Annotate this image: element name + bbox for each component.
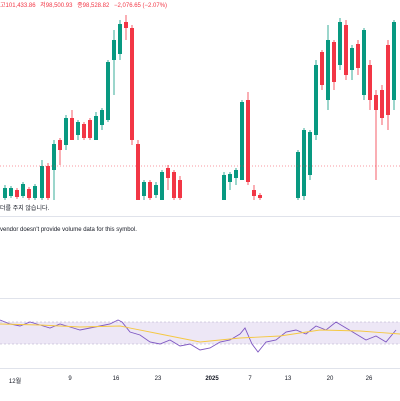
candle-body [76,122,80,135]
candle-body [368,65,372,100]
candle-body [392,22,396,100]
candle-body [380,90,384,118]
candle-body [88,120,92,138]
candle-body [70,118,74,140]
candle-body [118,24,122,54]
time-tick: 13 [284,376,292,382]
candle-body [356,44,360,68]
time-tick: 20 [326,376,334,382]
candle-body [33,186,37,198]
ohlc-high: 고101,433.86 [0,3,36,9]
candle-body [9,188,13,196]
candle-body [100,110,104,125]
candle-body [234,170,238,178]
candle-body [130,28,134,140]
candle-body [332,42,336,82]
candle-body [94,116,98,140]
time-tick: 26 [365,376,373,382]
candle-body [314,65,318,135]
candle-body [386,45,390,115]
candle-body [302,130,306,196]
candle-body [246,100,250,182]
candle-body [52,144,56,170]
rsi-chart[interactable] [0,300,400,368]
candle-body [374,95,378,110]
candle-body [106,62,110,120]
candle-body [252,190,256,196]
candle-body [258,195,262,198]
candle-body [308,132,312,175]
candle-body [3,188,7,198]
time-tick: 7 [248,376,252,382]
rsi-band [0,322,400,344]
candle-body [350,48,354,70]
candle-body [46,166,50,198]
candle-body [338,22,342,65]
candle-body [112,40,116,60]
rsi-moving-average-line [0,323,400,343]
ohlc-change: −2,076.65 (−2.07%) [114,3,168,9]
candle-body [344,25,348,75]
candle-body [40,166,44,198]
candle-body [160,172,164,200]
pane-separator[interactable] [0,216,400,217]
candle-body [222,175,226,200]
candle-body [296,152,300,198]
candle-body [148,182,152,198]
ohlc-low: 저98,500.93 [40,3,73,9]
candle-body [136,144,140,200]
time-tick: 16 [112,376,120,382]
candle-body [320,52,324,85]
ohlc-close: 종98,528.82 [77,3,110,9]
candle-body [166,168,170,178]
candle-body [362,30,366,95]
candle-body [172,172,176,198]
candle-body [240,102,244,180]
pane-separator[interactable] [0,298,400,299]
rsi-indicator-pane[interactable] [0,300,400,368]
time-tick: 23 [154,376,162,382]
time-axis[interactable]: 12월 9 16 23 2025 7 13 20 26 [0,368,400,401]
candle-body [228,174,232,182]
candle-body [15,190,19,197]
time-tick: 9 [68,376,72,382]
no-data-message: 더를 주지 않습니다. [0,206,50,212]
candle-body [142,182,146,196]
candle-body [124,22,128,28]
volume-unavailable-message: vendor doesn't provide volume data for t… [0,227,137,233]
price-chart-pane[interactable]: 고101,433.86 저98,500.93 종98,528.82 −2,076… [0,0,400,215]
candle-body [58,140,62,150]
candle-body [64,118,68,145]
ohlc-legend: 고101,433.86 저98,500.93 종98,528.82 −2,076… [0,0,170,14]
candle-body [27,189,31,198]
candle-body [178,180,182,198]
candle-body [326,40,330,100]
candle-body [21,184,25,196]
candle-body [154,185,158,195]
candlestick-chart[interactable] [0,0,400,215]
time-tick: 12월 [8,379,22,385]
candle-body [82,124,86,138]
time-tick: 2025 [205,376,219,382]
